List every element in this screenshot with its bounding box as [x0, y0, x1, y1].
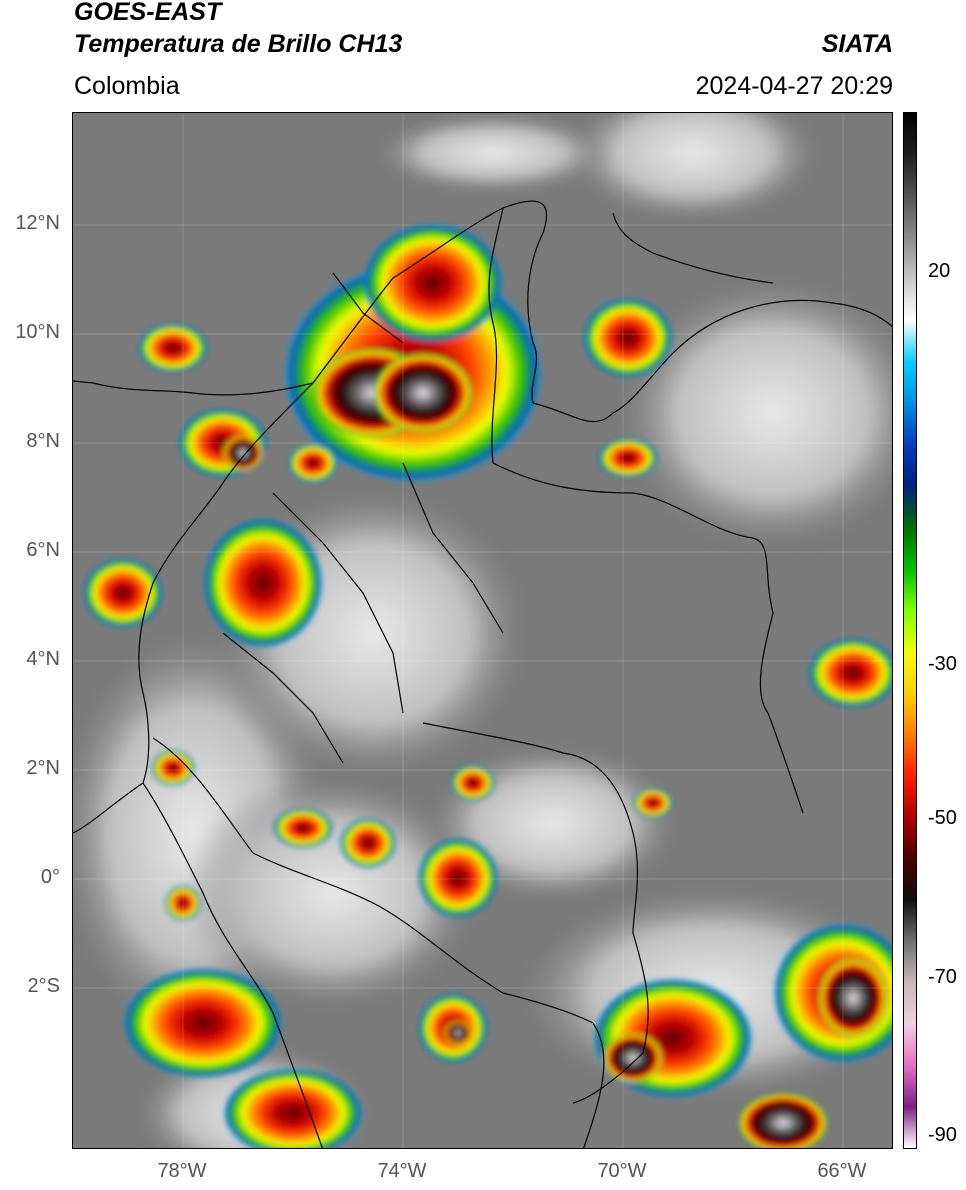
pacific-coast	[73, 382, 314, 834]
lat-tick-12n: 12°N	[15, 212, 60, 234]
lon-tick-78w: 78°W	[157, 1160, 207, 1182]
lat-tick-2n: 2°N	[26, 757, 60, 779]
lat-tick-4n: 4°N	[26, 648, 60, 670]
border-north	[488, 207, 504, 464]
colorbar-tick-20: 20	[928, 260, 951, 282]
north-coast	[612, 212, 774, 284]
internal-3	[222, 632, 344, 764]
lat-tick-6n: 6°N	[26, 539, 60, 561]
lat-tick-2s: 2°S	[27, 975, 60, 997]
lon-tick-66w: 66°W	[817, 1160, 867, 1182]
peru-border	[583, 1022, 605, 1148]
brazil-border-north	[767, 712, 804, 814]
title-line-2: Temperatura de Brillo CH13	[74, 30, 403, 58]
borders	[73, 200, 892, 1148]
lat-tick-0: 0°	[40, 866, 60, 888]
ecuador-border	[152, 737, 594, 1024]
venezuela-coast	[532, 299, 892, 423]
region-label: Colombia	[74, 72, 180, 100]
internal-4	[332, 272, 404, 344]
internal-2	[272, 492, 404, 714]
graticule	[73, 113, 892, 1148]
internal-1	[402, 462, 504, 634]
colorbar	[903, 112, 917, 1149]
lon-tick-70w: 70°W	[597, 1160, 647, 1182]
title-line-1: GOES-EAST	[74, 0, 222, 26]
satellite-map-svg	[73, 113, 892, 1148]
datetime-label: 2024-04-27 20:29	[695, 72, 893, 100]
agency-label: SIATA	[821, 30, 893, 58]
ecuador-coast	[142, 782, 323, 1148]
border-east	[422, 722, 639, 934]
lat-tick-10n: 10°N	[15, 321, 60, 343]
convective-cells	[83, 223, 892, 1148]
lon-tick-74w: 74°W	[377, 1160, 427, 1182]
colorbar-tick-minus70: -70	[928, 966, 957, 988]
caribbean-coast	[312, 200, 548, 404]
colorbar-tick-minus50: -50	[928, 807, 957, 829]
venezuela-border	[492, 462, 774, 714]
satellite-map[interactable]	[72, 112, 893, 1149]
border-south	[572, 932, 649, 1104]
lat-tick-8n: 8°N	[26, 430, 60, 452]
colorbar-tick-minus30: -30	[928, 653, 957, 675]
panama-coast	[73, 380, 314, 396]
colorbar-tick-minus90: -90	[928, 1124, 957, 1146]
